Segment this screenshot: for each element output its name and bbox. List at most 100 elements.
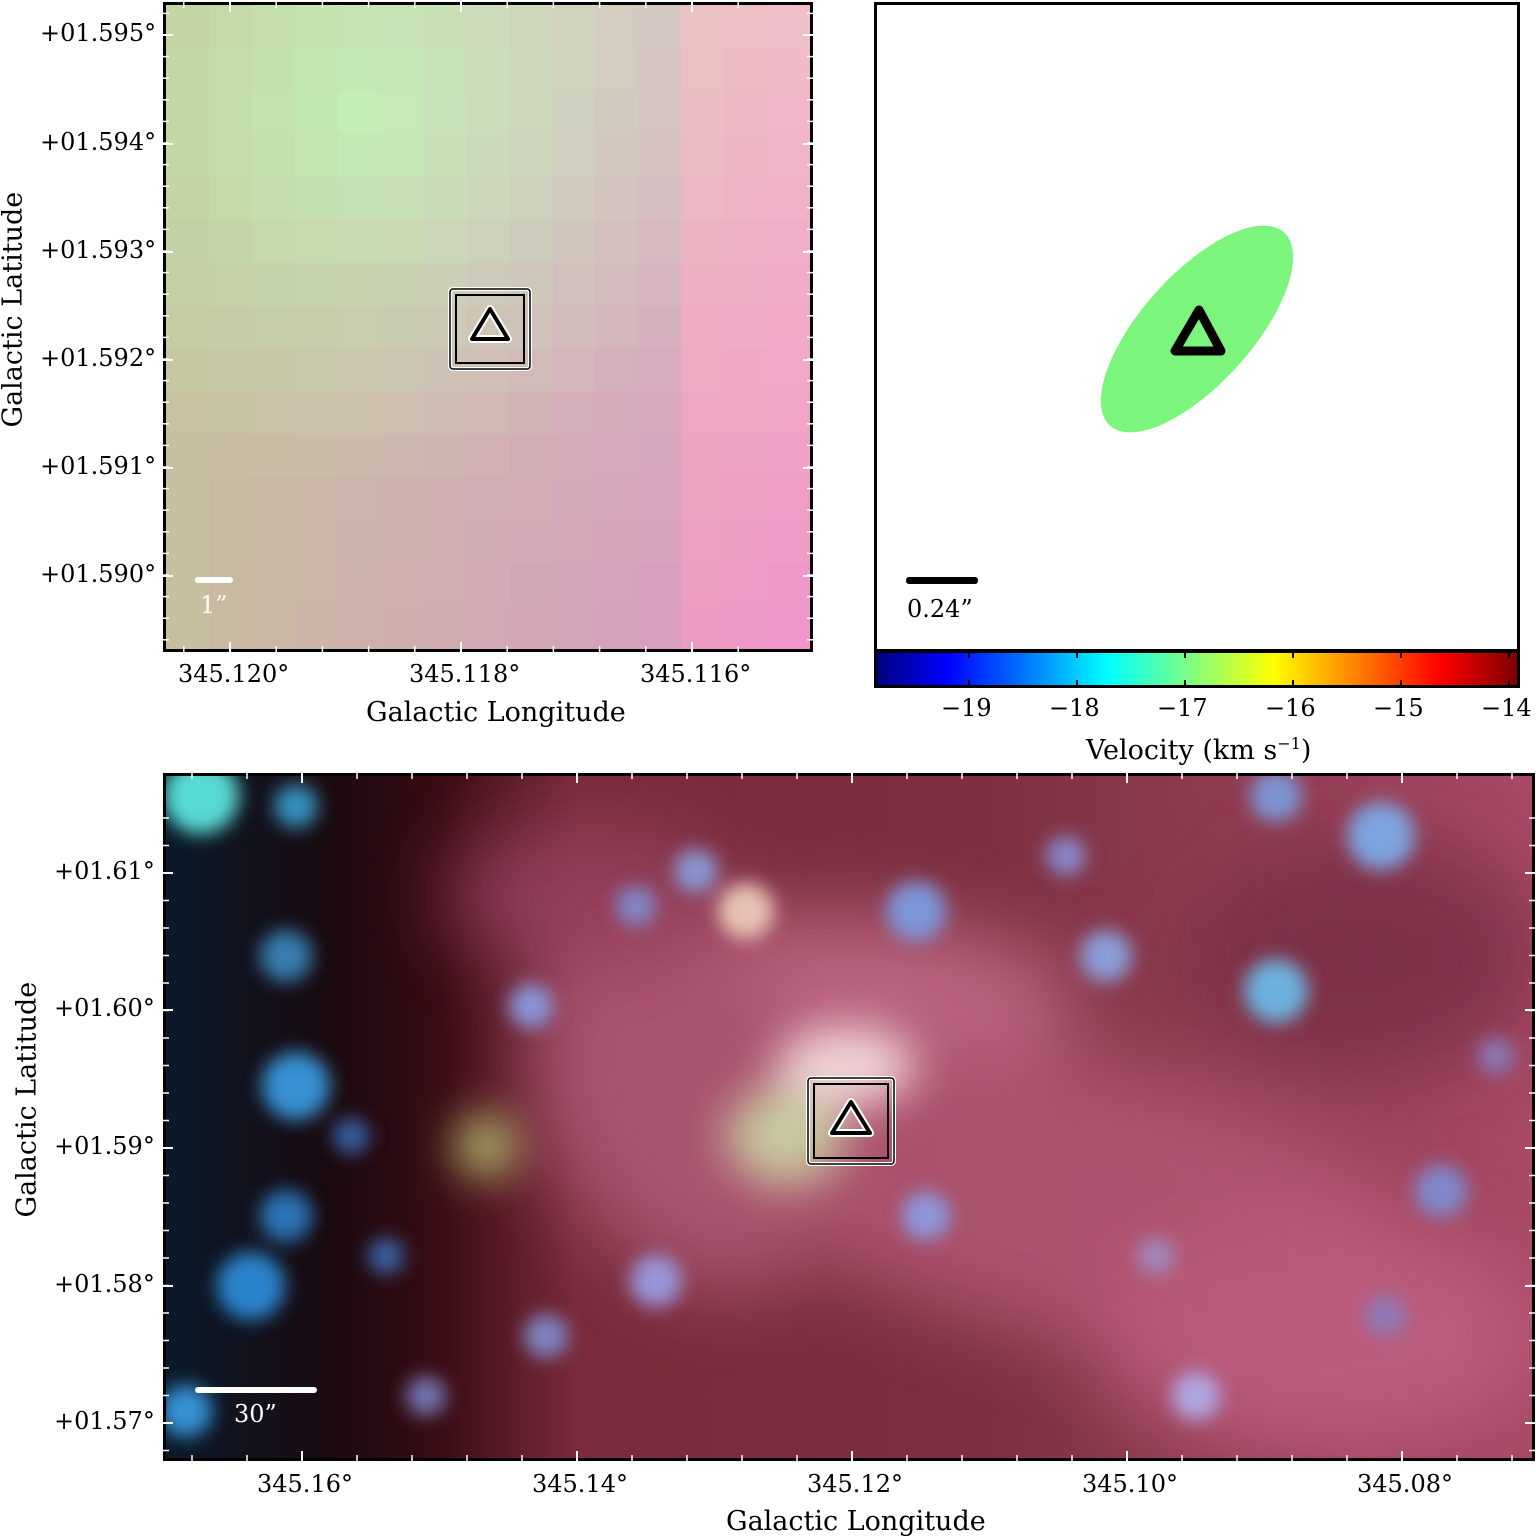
image-pixel [380,391,425,435]
image-pixel [294,219,339,264]
image-pixel [638,262,682,307]
star [262,1052,330,1120]
tick-label: 345.118° [409,660,521,688]
image-pixel [767,5,810,49]
image-pixel [681,219,725,264]
image-pixel [595,305,639,350]
image-pixel [380,133,425,178]
image-pixel [767,133,810,178]
image-pixel [337,348,382,392]
image-pixel [380,176,425,221]
image-pixel [208,262,253,307]
image-pixel [767,606,810,649]
image-pixel [251,305,296,350]
wide-x-axis-title: Galactic Longitude [726,1506,986,1537]
image-pixel [251,348,296,392]
image-pixel [638,47,682,92]
image-pixel [208,47,253,92]
colorbar-title: Velocity (km s−1) [1086,734,1312,766]
image-pixel [208,176,253,221]
image-pixel [466,391,511,435]
image-pixel [552,391,596,435]
image-pixel [509,520,553,564]
image-pixel [724,563,768,607]
scalebar-line [195,577,233,583]
star [1080,930,1132,982]
image-pixel [767,90,810,135]
zoom-x-axis-title: Galactic Longitude [366,697,626,728]
image-pixel [724,348,768,392]
image-pixel [552,520,596,564]
image-pixel [552,348,596,392]
image-pixel [380,520,425,564]
image-pixel [552,47,596,92]
image-pixel [208,477,253,521]
image-pixel [595,348,639,392]
image-pixel [208,606,253,649]
image-pixel [294,391,339,435]
image-pixel [724,133,768,178]
image-pixel [294,262,339,307]
image-pixel [251,434,296,478]
velocity-map-panel: 0.24” [874,2,1520,652]
image-pixel [724,305,768,350]
star [1172,1372,1220,1420]
image-pixel [166,90,210,135]
tick-label: −19 [941,694,992,722]
star [1415,1165,1467,1217]
image-pixel [294,47,339,92]
image-pixel [166,477,210,521]
tick-label: 345.10° [1082,1470,1178,1498]
image-pixel [380,348,425,392]
image-pixel [208,348,253,392]
image-pixel [552,606,596,649]
image-pixel [208,305,253,350]
image-pixel [337,5,382,49]
tick-label: 345.120° [178,660,290,688]
image-pixel [595,219,639,264]
image-pixel [595,176,639,221]
zoom-y-axis-title: Galactic Latitude [0,191,29,428]
star [1347,802,1415,870]
image-pixel [166,47,210,92]
tick-label: +01.594° [40,128,157,156]
image-pixel [208,520,253,564]
image-pixel [166,434,210,478]
image-pixel [509,5,553,49]
image-pixel [509,563,553,607]
image-pixel [638,606,682,649]
image-pixel [251,262,296,307]
image-pixel [552,176,596,221]
image-pixel [767,391,810,435]
tick-label: −18 [1049,694,1100,722]
image-pixel [423,47,468,92]
star [368,1238,404,1274]
image-pixel [509,176,553,221]
image-pixel [595,563,639,607]
image-pixel [337,90,382,135]
image-pixel [337,176,382,221]
zoom-image-ticks [163,2,813,652]
star [509,984,553,1028]
star [333,1118,369,1154]
image-pixel [638,434,682,478]
image-pixel [724,520,768,564]
image-pixel [337,520,382,564]
image-pixel [638,133,682,178]
image-pixel [595,47,639,92]
star [1478,1038,1514,1074]
image-pixel [423,477,468,521]
image-pixel [509,219,553,264]
image-pixel [423,563,468,607]
image-pixel [423,391,468,435]
star [217,1252,285,1320]
image-pixel [294,176,339,221]
image-pixel [166,133,210,178]
image-pixel [294,90,339,135]
image-pixel [724,606,768,649]
image-pixel [251,5,296,49]
image-pixel [681,262,725,307]
image-pixel [767,262,810,307]
image-pixel [681,391,725,435]
image-pixel [595,5,639,49]
